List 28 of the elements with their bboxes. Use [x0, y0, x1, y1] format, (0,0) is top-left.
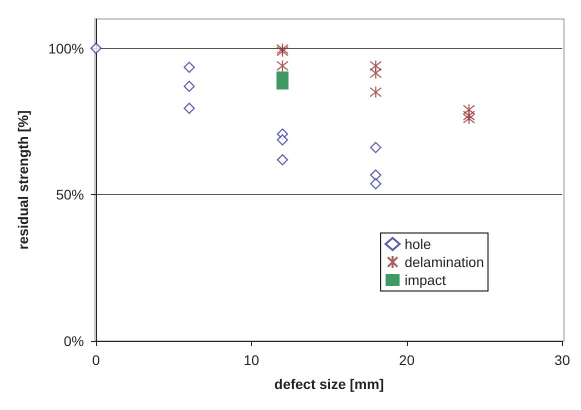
point — [370, 60, 382, 72]
x-tick-label: 30 — [554, 352, 570, 368]
y-axis-title: residual strength [%] — [15, 110, 31, 250]
point — [276, 60, 289, 72]
point — [370, 86, 382, 98]
point — [370, 142, 382, 154]
point — [462, 110, 476, 122]
point — [184, 102, 195, 114]
point — [370, 178, 382, 190]
y-tick-label: 100% — [48, 40, 84, 56]
point — [184, 62, 195, 73]
point — [276, 154, 288, 166]
point — [276, 134, 288, 146]
point — [90, 42, 102, 54]
point — [184, 80, 195, 92]
legend-label: delamination — [404, 254, 484, 270]
y-tick-label: 50% — [56, 186, 84, 203]
point — [370, 169, 382, 181]
point — [462, 104, 476, 116]
y-tick-label: 0% — [64, 333, 84, 349]
x-axis-title: defect size [mm] — [274, 376, 384, 392]
legend-label: impact — [404, 272, 446, 288]
point — [462, 112, 476, 125]
legend-label: hole — [404, 236, 432, 252]
point — [370, 67, 382, 80]
x-tick-label: 0 — [92, 352, 100, 368]
x-tick-label: 10 — [244, 352, 260, 368]
x-tick-label: 20 — [399, 352, 415, 368]
